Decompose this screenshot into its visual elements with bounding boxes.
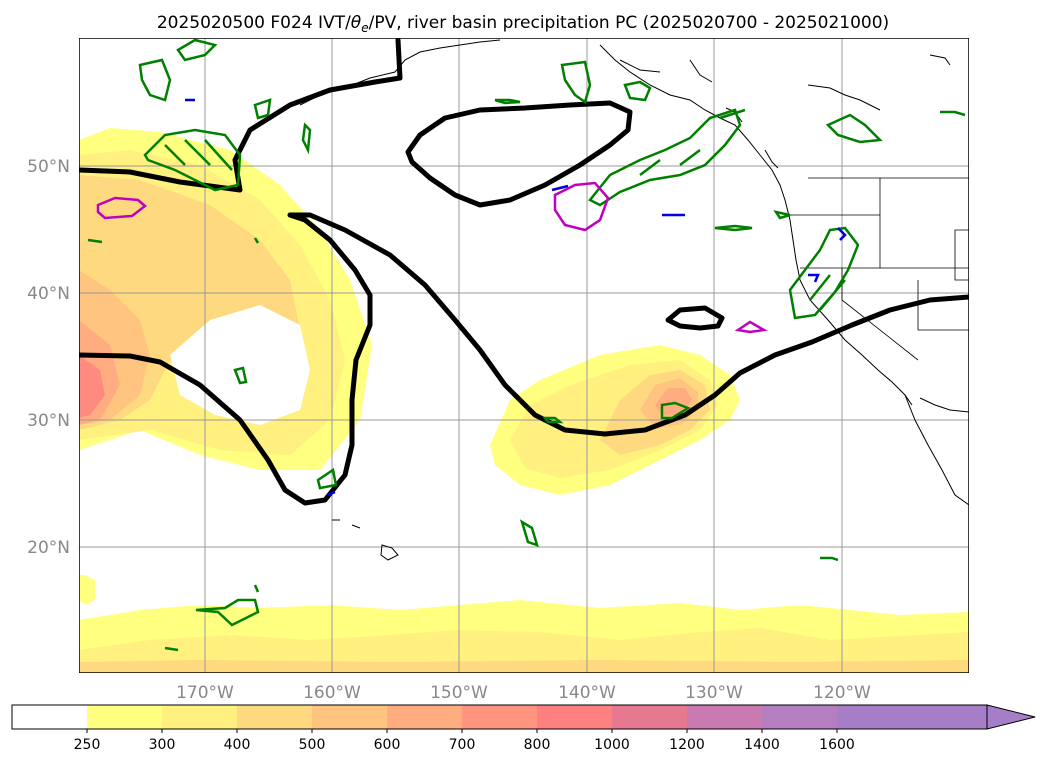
lon-label: 130°W [685, 683, 743, 703]
state-boundaries [790, 177, 969, 361]
colorbar-tick-label: 1200 [669, 737, 705, 753]
colorbar-tick-label: 1000 [594, 737, 630, 753]
lon-label: 140°W [558, 683, 616, 703]
precip-contours [87, 38, 966, 652]
colorbar-tick-label: 600 [374, 737, 401, 753]
lon-label: 120°W [813, 683, 871, 703]
colorbar-tick-label: 800 [524, 737, 551, 753]
colorbar-segment [912, 705, 988, 729]
colorbar-tick-label: 250 [74, 737, 101, 753]
colorbar-segment [87, 705, 163, 729]
colorbar-tick-label: 1600 [819, 737, 855, 753]
lon-label: 160°W [303, 683, 361, 703]
colorbar-tick-label: 300 [149, 737, 176, 753]
colorbar-segment [687, 705, 763, 729]
lat-label: 50°N [27, 157, 70, 177]
colorbar-segment [537, 705, 613, 729]
longitude-labels: 170°W 160°W 150°W 140°W 130°W 120°W [176, 683, 871, 703]
colorbar-segment [12, 705, 88, 729]
colorbar-segment [312, 705, 388, 729]
latitude-labels: 50°N 40°N 30°N 20°N [27, 157, 70, 558]
colorbar-segment [612, 705, 688, 729]
graticule [79, 38, 969, 673]
theta-e-contours [96, 181, 768, 334]
colorbar-segment [837, 705, 913, 729]
colorbar-tick-label: 500 [299, 737, 326, 753]
colorbar-tick-label: 1400 [744, 737, 780, 753]
lat-label: 30°N [27, 411, 70, 431]
figure-title: 2025020500 F024 IVT/θe/PV, river basin p… [157, 13, 889, 35]
colorbar-segment [237, 705, 313, 729]
colorbar-segment [462, 705, 538, 729]
lon-label: 170°W [176, 683, 234, 703]
lat-label: 20°N [27, 538, 70, 558]
lon-label: 150°W [430, 683, 488, 703]
colorbar-segment [387, 705, 463, 729]
colorbar-segment [762, 705, 838, 729]
colorbar-outline [11, 704, 988, 730]
lat-label: 40°N [27, 284, 70, 304]
colorbar: 250 300 400 500 600 700 800 1000 1200 1400 1600 [11, 704, 1036, 753]
colorbar-tick-label: 700 [449, 737, 476, 753]
map-panel [79, 38, 969, 673]
colorbar-segment [162, 705, 238, 729]
temperature-contours [185, 98, 847, 497]
pv-contours [79, 38, 969, 506]
colorbar-extend-arrow [986, 704, 1036, 730]
colorbar-tick-label: 400 [224, 737, 251, 753]
